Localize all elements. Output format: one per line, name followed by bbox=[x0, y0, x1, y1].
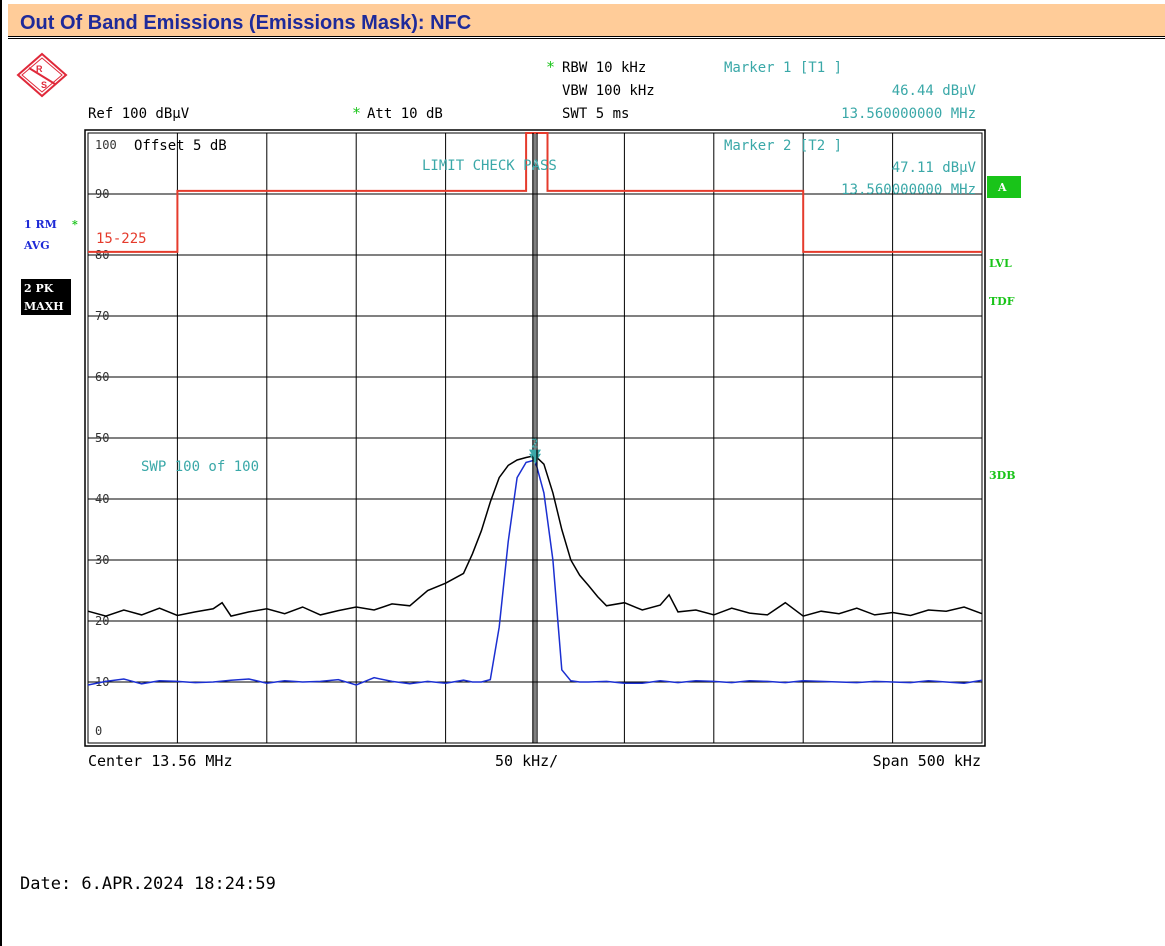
marker2-level: 47.11 dBµV bbox=[892, 160, 977, 176]
attenuation: Att 10 dB bbox=[367, 106, 443, 122]
sweep-count: SWP 100 of 100 bbox=[141, 459, 259, 475]
title-bar: Out Of Band Emissions (Emissions Mask): … bbox=[8, 4, 1165, 37]
status-a-badge bbox=[987, 176, 1021, 198]
vbw-setting: VBW 100 kHz bbox=[562, 83, 655, 99]
status-lvl: LVL bbox=[989, 257, 1012, 270]
division-scale: 50 kHz/ bbox=[495, 752, 558, 770]
capture-date: Date: 6.APR.2024 18:24:59 bbox=[20, 874, 276, 894]
y-tick-label: 60 bbox=[95, 370, 109, 384]
status-a: A bbox=[997, 181, 1007, 194]
trace2-badge bbox=[21, 279, 71, 315]
trace1-star: * bbox=[72, 218, 78, 231]
rohde-schwarz-logo-icon: R S bbox=[16, 52, 68, 98]
y-tick-label: 50 bbox=[95, 431, 109, 445]
marker2-frequency: 13.560000000 MHz bbox=[841, 182, 976, 198]
y-tick-label: 80 bbox=[95, 248, 109, 262]
marker1-label: Marker 1 [T1 ] bbox=[724, 60, 842, 76]
rbw-star: * bbox=[546, 58, 555, 76]
swt-setting: SWT 5 ms bbox=[562, 106, 629, 122]
offset-annotation: Offset 5 dB bbox=[134, 138, 227, 154]
trace1-label: 1 RM bbox=[24, 218, 57, 231]
plot-area bbox=[84, 129, 986, 747]
trace1-mode: AVG bbox=[23, 239, 50, 252]
trace2-label: 2 PK bbox=[24, 282, 54, 295]
trace-rms-average bbox=[87, 459, 983, 686]
marker2-label: Marker 2 [T2 ] bbox=[724, 138, 842, 154]
marker1-frequency: 13.560000000 MHz bbox=[841, 106, 976, 122]
att-star: * bbox=[352, 104, 361, 122]
trace2-mode: MAXH bbox=[24, 300, 64, 313]
status-3db: 3DB bbox=[989, 469, 1016, 482]
y-tick-label: 70 bbox=[95, 309, 109, 323]
page-title: Out Of Band Emissions (Emissions Mask): … bbox=[20, 12, 472, 34]
trace-layer: 2 bbox=[87, 133, 983, 743]
marker-2-icon bbox=[529, 449, 541, 460]
y-tick-label: 40 bbox=[95, 492, 109, 506]
svg-text:S: S bbox=[41, 80, 47, 90]
status-tdf: TDF bbox=[989, 295, 1015, 308]
ref-level: Ref 100 dBµV bbox=[88, 106, 190, 122]
title-divider bbox=[8, 38, 1165, 39]
y-tick-label: 100 bbox=[95, 138, 117, 152]
limit-check-status: LIMIT CHECK PASS bbox=[422, 158, 557, 174]
svg-text:R: R bbox=[36, 64, 43, 74]
y-tick-label: 0 bbox=[95, 724, 102, 738]
y-tick-label: 20 bbox=[95, 614, 109, 628]
span: Span 500 kHz bbox=[873, 752, 981, 770]
marker-number: 2 bbox=[531, 437, 538, 451]
y-tick-label: 30 bbox=[95, 553, 109, 567]
marker1-level: 46.44 dBµV bbox=[892, 83, 977, 99]
grid-lines bbox=[88, 133, 982, 743]
limit-line-name: 15-225 bbox=[96, 231, 147, 247]
center-frequency: Center 13.56 MHz bbox=[88, 752, 233, 770]
y-tick-label: 90 bbox=[95, 187, 109, 201]
rbw-setting: RBW 10 kHz bbox=[562, 60, 646, 76]
